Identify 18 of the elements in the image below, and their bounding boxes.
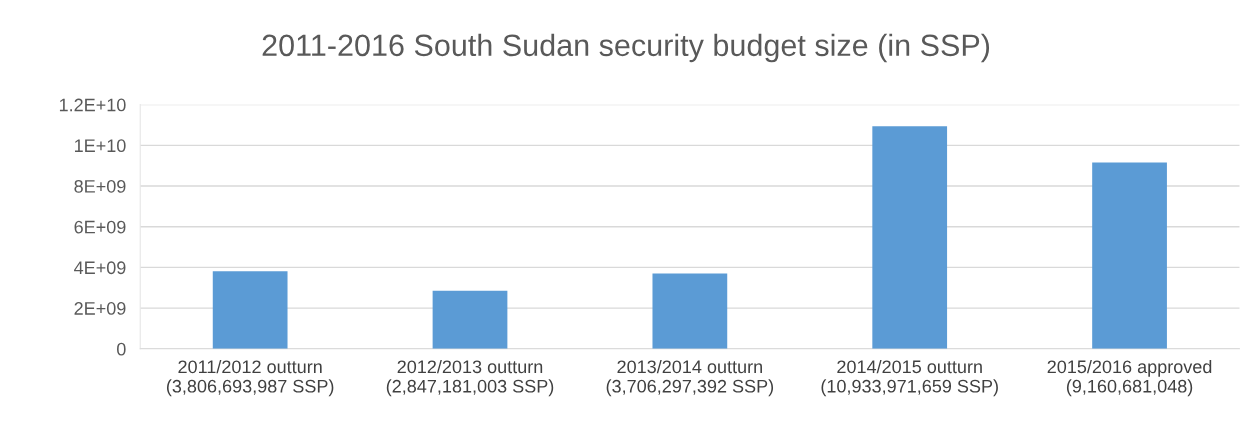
bar (212, 271, 288, 349)
y-tick-label: 0 (117, 342, 126, 356)
x-tick-label: 2012/2013 outturn (2,847,181,003 SSP) (386, 359, 554, 397)
x-tick-label: 2011/2012 outturn (3,806,693,987 SSP) (166, 359, 334, 397)
y-tick-label: 2E+09 (74, 302, 126, 315)
bar (432, 290, 508, 349)
y-tick-label: 1E+10 (75, 139, 126, 153)
y-tick-label: 4E+09 (74, 261, 126, 275)
bar (872, 126, 948, 349)
y-tick-label: 8E+09 (74, 179, 126, 193)
x-tick-label: 2015/2016 approved (9,160,681,048) (1047, 359, 1212, 397)
x-tick-label: 2013/2014 outturn (3,706,297,392 SSP) (606, 359, 774, 397)
y-tick-label: 6E+09 (74, 220, 126, 234)
chart-title: 2011-2016 South Sudan security budget size (in SSP) (262, 33, 990, 63)
x-tick-label: 2014/2015 outturn (10,933,971,659 SSP) (821, 359, 998, 397)
bar (1092, 162, 1167, 349)
bar (652, 273, 728, 349)
y-tick-label: 1.2E+10 (59, 98, 126, 112)
